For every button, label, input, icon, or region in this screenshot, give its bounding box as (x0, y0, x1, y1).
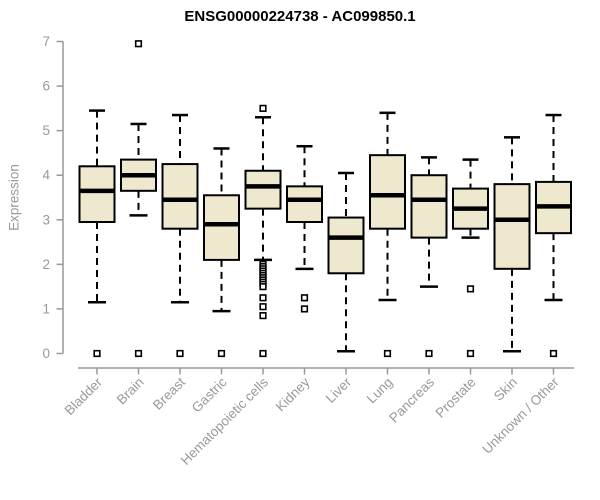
iqr-box (369, 154, 406, 230)
iqr-box (493, 183, 531, 270)
box-group-liver (327, 171, 365, 353)
outlier-point (300, 305, 309, 313)
y-tick-label: 4 (42, 168, 50, 183)
x-tick-label: Liver (323, 374, 355, 406)
outlier-point (259, 312, 267, 320)
outlier-point (466, 285, 475, 293)
box-group-unknown-other (535, 113, 572, 358)
y-tick-label: 6 (42, 79, 50, 94)
y-tick-label: 3 (42, 212, 50, 227)
iqr-box (327, 216, 365, 275)
iqr-box (203, 194, 240, 261)
outlier-point (425, 349, 433, 358)
box-group-gastric (203, 147, 240, 358)
outlier-point (259, 283, 267, 291)
outlier-point (549, 349, 558, 358)
y-tick-label: 7 (42, 34, 50, 49)
outlier-point (259, 104, 267, 112)
x-tick-label: Bladder (62, 374, 106, 418)
box-group-skin (493, 136, 531, 353)
x-tick-label: Prostate (432, 375, 478, 421)
iqr-box (161, 163, 199, 230)
x-tick-label: Kidney (273, 374, 313, 414)
x-tick-label: Skin (491, 375, 520, 404)
iqr-box (78, 165, 116, 224)
box-group-hematopoietic-cells (244, 104, 282, 358)
outlier-point (259, 303, 267, 311)
y-tick-label: 5 (42, 123, 50, 138)
y-axis: 0 1 2 3 4 5 6 7 (42, 34, 64, 361)
box-group-pancreas (410, 156, 448, 358)
outlier-point (259, 294, 267, 302)
outlier-point (259, 349, 267, 358)
outlier-point (466, 349, 475, 358)
y-tick-label: 1 (42, 301, 50, 316)
outlier-point (300, 294, 309, 302)
box-group-kidney (286, 144, 323, 313)
x-tick-label: Lung (364, 375, 396, 407)
iqr-box (410, 174, 448, 239)
outlier-point (134, 349, 143, 358)
x-tick-label: Pancreas (386, 374, 437, 425)
x-tick-label: Unknown / Other (479, 374, 562, 457)
iqr-box (244, 169, 282, 210)
chart-title: ENSG00000224738 - AC099850.1 (184, 8, 416, 25)
outlier-point (93, 349, 101, 358)
x-tick-label: Brain (114, 375, 147, 408)
outlier-point (134, 40, 143, 48)
iqr-box (286, 185, 323, 224)
y-tick-label: 0 (42, 346, 50, 361)
box-group-bladder (78, 109, 116, 358)
outlier-point (176, 349, 184, 358)
outlier-point (383, 349, 392, 358)
box-group-breast (161, 113, 199, 358)
y-tick-label: 2 (42, 257, 50, 272)
box-group-brain (120, 40, 157, 358)
x-tick-label: Gastric (189, 374, 230, 415)
box-group-lung (369, 111, 406, 358)
box-group-prostate (452, 158, 489, 358)
x-tick-label: Breast (150, 374, 188, 412)
outlier-point (217, 349, 226, 358)
